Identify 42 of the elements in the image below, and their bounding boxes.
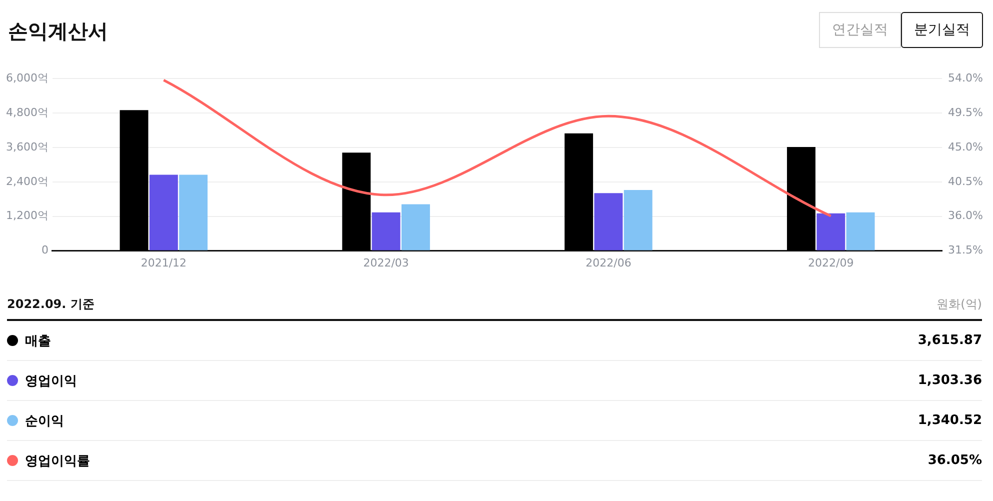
bar bbox=[372, 212, 400, 250]
text: 2022.09. 기준 bbox=[7, 296, 94, 313]
chart-title: 손익계산서 bbox=[8, 18, 108, 45]
y2-tick-label: 45.0% bbox=[948, 140, 984, 154]
bar bbox=[401, 204, 430, 250]
text: 원화(억) bbox=[936, 296, 982, 313]
bar bbox=[846, 212, 875, 250]
bar bbox=[624, 190, 652, 250]
y-tick-label: 4,800억 bbox=[6, 106, 48, 119]
y2-tick-label: 36.0% bbox=[948, 209, 984, 222]
x-tick-label: 2022/06 bbox=[586, 256, 632, 270]
legend-label: 매출 bbox=[25, 332, 51, 350]
y2-tick-label: 40.5% bbox=[948, 174, 984, 188]
line-series bbox=[162, 78, 832, 218]
y-tick-label: 6,000억 bbox=[6, 71, 48, 84]
legend-label: 순이익 bbox=[25, 412, 64, 430]
y2-tick-label: 49.5% bbox=[948, 106, 984, 119]
y-tick-label: 3,600억 bbox=[6, 140, 48, 154]
text: 36.05% bbox=[928, 453, 982, 468]
y2-tick-label: 54.0% bbox=[948, 71, 984, 84]
text: 1,303.36 bbox=[918, 373, 982, 388]
bar bbox=[149, 174, 178, 250]
text: 1,340.52 bbox=[918, 413, 982, 428]
text: 3,615.87 bbox=[918, 333, 982, 348]
text: 분기실적 bbox=[901, 12, 983, 48]
x-tick-label: 2021/12 bbox=[140, 256, 187, 270]
y-tick-label: 1,200억 bbox=[6, 209, 48, 222]
y-tick-label: 2,400억 bbox=[6, 174, 48, 188]
legend-label: 영업이익률 bbox=[25, 452, 90, 470]
bar bbox=[342, 152, 371, 250]
x-tick-label: 2022/09 bbox=[808, 256, 854, 270]
bar bbox=[120, 110, 148, 250]
legend-label: 영업이익 bbox=[25, 372, 77, 390]
bar bbox=[179, 174, 208, 250]
y-tick-label: 0 bbox=[41, 244, 48, 257]
bar bbox=[786, 147, 816, 250]
x-tick-label: 2022/03 bbox=[363, 256, 409, 270]
bar bbox=[564, 133, 594, 250]
text: 연간실적 bbox=[819, 12, 901, 48]
y2-tick-label: 31.5% bbox=[948, 244, 984, 257]
bar bbox=[594, 193, 623, 250]
bar bbox=[816, 213, 846, 250]
